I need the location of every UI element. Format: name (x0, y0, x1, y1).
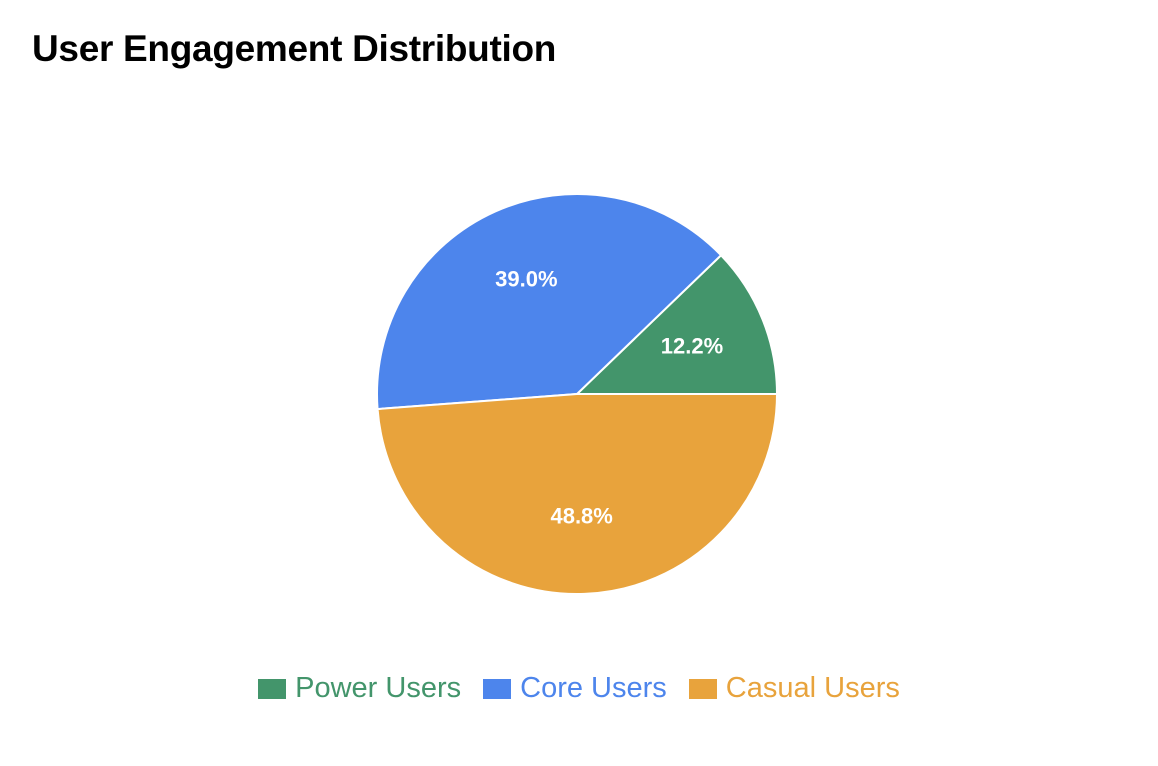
legend-swatch-core-users (483, 678, 512, 699)
slice-label-casual-users: 48.8% (550, 504, 612, 529)
slice-label-core-users: 39.0% (495, 267, 557, 292)
legend-label-casual-users: Casual Users (725, 672, 900, 704)
legend-swatch-casual-users (688, 678, 717, 699)
slice-labels: 12.2% 39.0% 48.8% (495, 267, 723, 529)
pie-slice-casual-users[interactable] (376, 393, 779, 595)
pie-slices (376, 193, 779, 595)
legend-label-power-users: Power Users (295, 672, 462, 704)
legend-item-casual-users[interactable]: Casual Users (688, 672, 900, 705)
legend-item-power-users[interactable]: Power Users (258, 672, 461, 705)
legend-swatch-power-users (258, 678, 287, 699)
legend-item-core-users[interactable]: Core Users (483, 672, 667, 705)
slice-label-power-users: 12.2% (661, 333, 723, 358)
pie-slice-power-users[interactable] (574, 253, 779, 395)
legend-label-core-users: Core Users (520, 672, 667, 704)
chart-title: User Engagement Distribution (32, 28, 557, 69)
chart-legend: Power Users Core Users Casual Users (0, 672, 1158, 705)
pie-slice-core-users[interactable] (376, 193, 723, 411)
